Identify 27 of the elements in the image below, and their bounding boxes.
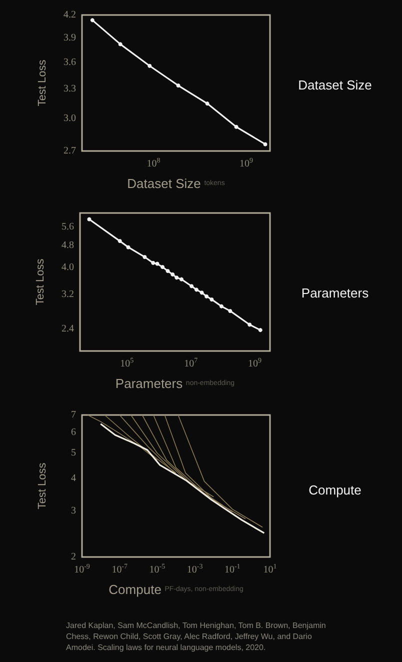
y-tick-label: 3.0 [64,113,76,124]
y-tick-label: 2.4 [62,324,74,335]
y-tick-label: 3.3 [64,84,76,95]
y-tick-label: 4 [71,472,76,484]
y-tick-label: 3.9 [64,32,76,44]
x-axis-title: Dataset Size [127,176,201,191]
y-tick-label: 3 [71,506,76,517]
y-tick-label: 7 [71,410,76,420]
y-axis-title: Test Loss [34,258,46,306]
y-tick-label: 5.6 [62,222,74,233]
y-tick-label: 4.8 [62,240,74,252]
text: Jared Kaplan, Sam McCandlish, Tom Henighan, Tom B. Brown, Benjamin Chess, Rewon Child, Scott Gray, Alec Radford, Jeffrey Wu, and Dario Amodei. Scaling laws for neural language models, 2020. [66,621,328,652]
text: Dataset Size [298,78,372,92]
y-tick-label: 2.7 [64,146,76,156]
y-tick-label: 2 [71,552,76,562]
y-axis-title: Test Loss [36,59,48,106]
text: Compute [308,482,362,498]
text: Parameters [301,286,370,300]
y-tick-label: 4.2 [64,10,76,20]
y-tick-label: 3.6 [64,56,76,68]
y-tick-label: 3.2 [62,288,74,300]
y-tick-label: 4.0 [62,262,74,274]
x-axis-title: Compute [108,582,162,597]
x-axis-title: Parameters [115,376,184,391]
y-tick-label: 6 [71,426,76,438]
y-tick-label: 5 [71,448,76,459]
y-axis-title: Test Loss [36,462,48,510]
